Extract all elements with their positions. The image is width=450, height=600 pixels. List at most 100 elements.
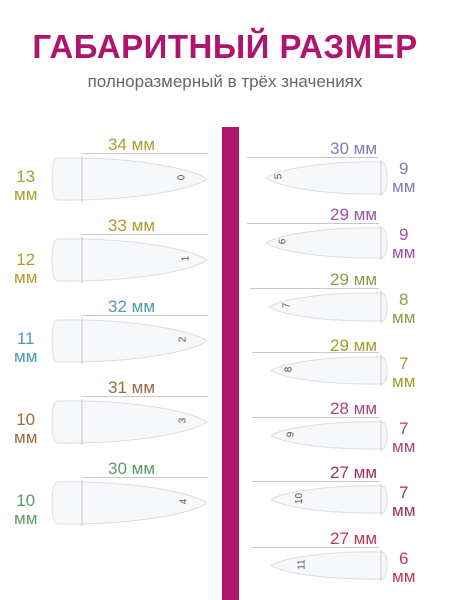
width-unit: мм [14, 268, 38, 287]
nail-tip-shape [270, 356, 388, 385]
width-value: 7 [398, 483, 409, 502]
nail-tip-shape [265, 161, 388, 195]
tip-number: 11 [296, 558, 308, 570]
width-unit: мм [14, 185, 38, 204]
width-value: 9 [398, 159, 409, 178]
length-unit: мм [131, 297, 156, 316]
length-label: 33 мм [108, 216, 155, 236]
length-unit: мм [353, 463, 378, 482]
width-unit: мм [392, 308, 416, 327]
page-title: ГАБАРИТНЫЙ РАЗМЕР [32, 28, 418, 65]
nail-tip-icon [270, 420, 388, 451]
length-value: 31 [108, 378, 127, 397]
nail-tip-icon [270, 484, 388, 515]
length-value: 27 [330, 529, 349, 548]
nail-tip-icon [51, 318, 208, 364]
length-label: 34 мм [108, 135, 155, 155]
tip-number: 6 [277, 238, 289, 245]
length-label: 29 мм [330, 270, 377, 290]
tip-number: 3 [177, 417, 189, 424]
tip-number: 0 [176, 174, 188, 181]
nail-tip-shape [51, 400, 208, 444]
tip-number: 2 [177, 336, 189, 343]
width-unit: мм [14, 428, 38, 447]
tip-number: 1 [180, 255, 192, 262]
length-label: 28 мм [330, 399, 377, 419]
length-label: 32 мм [108, 297, 155, 317]
nail-tip-icon [270, 355, 388, 386]
width-value: 6 [398, 549, 409, 568]
width-unit: мм [392, 243, 416, 262]
width-value: 10 [16, 491, 36, 510]
length-value: 30 [108, 459, 127, 478]
nail-tip-icon [51, 399, 208, 445]
length-guide-line [82, 153, 208, 154]
width-label: 10 мм [14, 492, 37, 528]
length-guide-line [250, 288, 379, 289]
width-label: 7 мм [392, 484, 415, 520]
length-label: 27 мм [330, 529, 377, 549]
length-value: 27 [330, 463, 349, 482]
nail-tip-shape [51, 238, 208, 282]
length-unit: мм [353, 139, 378, 158]
length-value: 32 [108, 297, 127, 316]
nail-tip-shape [268, 292, 388, 322]
width-value: 8 [398, 290, 409, 309]
tip-number: 9 [285, 431, 297, 437]
width-label: 11 мм [14, 330, 37, 366]
length-label: 29 мм [330, 205, 377, 225]
nail-tip-shape [51, 481, 208, 525]
nail-tip-shape [270, 485, 388, 514]
width-unit: мм [14, 509, 38, 528]
width-value: 12 [16, 250, 36, 269]
nail-tip-icon [268, 291, 388, 323]
width-label: 7 мм [392, 355, 415, 391]
length-guide-line [247, 157, 379, 158]
length-label: 30 мм [330, 139, 377, 159]
length-unit: мм [131, 459, 156, 478]
length-guide-line [252, 547, 379, 548]
nail-tip-icon [51, 156, 208, 202]
width-label: 13 мм [14, 168, 37, 204]
nail-tip-shape [270, 421, 388, 450]
width-label: 7 мм [392, 420, 415, 456]
length-label: 30 мм [108, 459, 155, 479]
width-label: 9 мм [392, 160, 415, 196]
length-label: 29 мм [330, 336, 377, 356]
width-label: 12 мм [14, 251, 37, 287]
length-unit: мм [353, 399, 378, 418]
width-unit: мм [392, 177, 416, 196]
nail-tip-icon [265, 226, 388, 260]
length-value: 33 [108, 216, 127, 235]
length-unit: мм [353, 529, 378, 548]
length-unit: мм [131, 135, 156, 154]
nail-tip-icon [51, 480, 208, 526]
length-value: 29 [330, 336, 349, 355]
length-value: 29 [330, 270, 349, 289]
length-unit: мм [131, 216, 156, 235]
length-label: 27 мм [330, 463, 377, 483]
length-unit: мм [353, 336, 378, 355]
length-guide-line [82, 396, 208, 397]
width-unit: мм [392, 372, 416, 391]
length-unit: мм [353, 270, 378, 289]
length-value: 29 [330, 205, 349, 224]
nail-tip-icon [270, 550, 388, 581]
length-value: 30 [330, 139, 349, 158]
width-value: 10 [16, 410, 36, 429]
nail-tip-shape [51, 157, 208, 201]
page-subtitle: полноразмерный в трёх значениях [87, 72, 363, 91]
width-label: 6 мм [392, 550, 415, 586]
nail-tip-icon [265, 160, 388, 196]
width-label: 8 мм [392, 291, 415, 327]
width-value: 7 [398, 419, 409, 438]
width-unit: мм [392, 567, 416, 586]
length-unit: мм [353, 205, 378, 224]
width-value: 9 [398, 225, 409, 244]
tip-number: 8 [283, 366, 295, 372]
tip-number: 10 [294, 492, 306, 504]
width-label: 10 мм [14, 411, 37, 447]
length-label: 31 мм [108, 378, 155, 398]
center-divider [222, 127, 239, 600]
length-guide-line [82, 234, 208, 235]
